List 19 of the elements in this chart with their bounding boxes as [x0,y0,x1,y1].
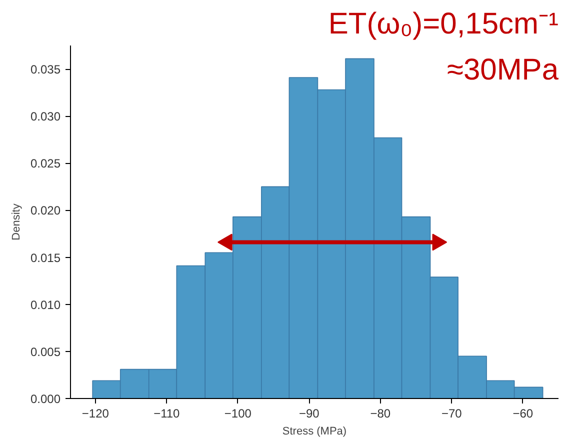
y-tick-label: 0.005 [30,344,61,359]
y-tick-label: 0.010 [30,298,61,312]
y-axis-title: Density [10,203,22,240]
x-tick-label: −70 [441,406,462,420]
y-tick-label: 0.015 [30,250,61,265]
x-tick-label: −120 [82,406,110,420]
x-tick-label: −110 [154,406,180,420]
y-tick-label: 0.035 [30,62,61,77]
annotation: ≈30MPa [446,54,559,87]
y-tick-label: 0.000 [30,392,61,406]
y-tick-label: 0.025 [30,156,61,171]
y-tick-label: 0.030 [30,110,61,124]
x-tick-label: −60 [512,406,534,420]
x-tick-label: −80 [370,406,391,420]
x-tick-label: −100 [224,406,252,420]
chart-title: ET(ω₀)=0,15cm⁻¹ [328,8,559,40]
y-tick-label: 0.020 [30,204,61,218]
x-tick-label: −90 [298,406,320,420]
x-axis-title: Stress (MPa) [282,426,347,438]
